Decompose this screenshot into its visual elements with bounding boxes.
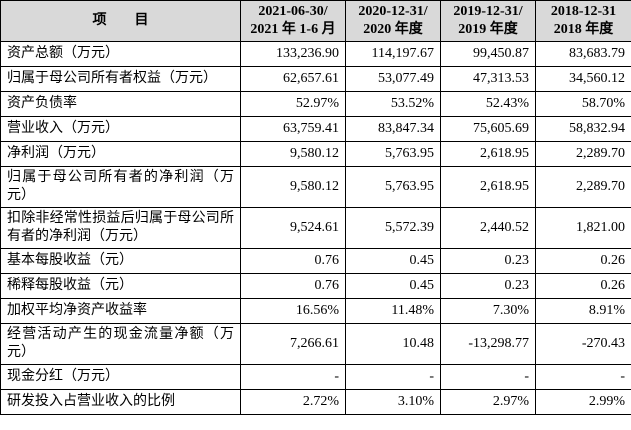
header-cell: 2020-12-31/ 2020 年度	[345, 0, 441, 42]
header-cell: 2018-12-31 2018 年度	[535, 0, 631, 42]
value-cell: 2,618.95	[440, 166, 536, 208]
row-label: 净利润（万元）	[0, 141, 241, 167]
table-row: 经营活动产生的现金流量净额（万元） 7,266.61 10.48 -13,298.77…	[0, 323, 631, 365]
value-cell: 2,440.52	[440, 207, 536, 249]
value-cell: 0.23	[440, 273, 536, 299]
header-row: 项 目 2021-06-30/ 2021 年 1-6 月 2020-12-31/ 2…	[0, 0, 631, 42]
value-cell: -	[345, 364, 441, 390]
value-cell: -	[440, 364, 536, 390]
table-row: 基本每股收益（元） 0.76 0.45 0.23 0.26	[0, 248, 631, 274]
value-cell: 2,289.70	[535, 141, 631, 167]
table-row: 营业收入（万元） 63,759.41 83,847.34 75,605.69 58,83…	[0, 116, 631, 142]
value-cell: 62,657.61	[240, 66, 346, 92]
value-cell: 2,289.70	[535, 166, 631, 208]
value-cell: 52.43%	[440, 91, 536, 117]
row-label: 现金分红（万元）	[0, 364, 241, 390]
value-cell: 83,847.34	[345, 116, 441, 142]
value-cell: 52.97%	[240, 91, 346, 117]
value-cell: -270.43	[535, 323, 631, 365]
table-row: 净利润（万元） 9,580.12 5,763.95 2,618.95 2,289.70	[0, 141, 631, 167]
value-cell: 0.76	[240, 273, 346, 299]
value-cell: 10.48	[345, 323, 441, 365]
row-label: 加权平均净资产收益率	[0, 298, 241, 324]
table-row: 资产负债率 52.97% 53.52% 52.43% 58.70%	[0, 91, 631, 117]
row-label: 稀释每股收益（元）	[0, 273, 241, 299]
value-cell: 2,618.95	[440, 141, 536, 167]
row-label: 资产总额（万元）	[0, 41, 241, 67]
value-cell: 75,605.69	[440, 116, 536, 142]
value-cell: 83,683.79	[535, 41, 631, 67]
row-label: 归属于母公司所有者权益（万元）	[0, 66, 241, 92]
value-cell: 5,572.39	[345, 207, 441, 249]
table-row: 资产总额（万元） 133,236.90 114,197.67 99,450.87 83,…	[0, 41, 631, 67]
value-cell: 9,524.61	[240, 207, 346, 249]
value-cell: 16.56%	[240, 298, 346, 324]
value-cell: 2.72%	[240, 389, 346, 415]
value-cell: -13,298.77	[440, 323, 536, 365]
value-cell: 0.23	[440, 248, 536, 274]
value-cell: 133,236.90	[240, 41, 346, 67]
table-row: 归属于母公司所有者的净利润（万元） 9,580.12 5,763.95 2,618.9…	[0, 166, 631, 208]
header-cell: 2021-06-30/ 2021 年 1-6 月	[240, 0, 346, 42]
value-cell: 47,313.53	[440, 66, 536, 92]
value-cell: 9,580.12	[240, 141, 346, 167]
value-cell: 7,266.61	[240, 323, 346, 365]
value-cell: 0.45	[345, 248, 441, 274]
header-cell: 项 目	[0, 0, 241, 42]
value-cell: 7.30%	[440, 298, 536, 324]
value-cell: -	[240, 364, 346, 390]
value-cell: 0.76	[240, 248, 346, 274]
row-label: 研发投入占营业收入的比例	[0, 389, 241, 415]
table-row: 现金分红（万元） - - - -	[0, 364, 631, 390]
value-cell: 34,560.12	[535, 66, 631, 92]
value-cell: 5,763.95	[345, 141, 441, 167]
table-row: 加权平均净资产收益率 16.56% 11.48% 7.30% 8.91%	[0, 298, 631, 324]
row-label: 经营活动产生的现金流量净额（万元）	[0, 323, 241, 365]
row-label: 营业收入（万元）	[0, 116, 241, 142]
table-row: 归属于母公司所有者权益（万元） 62,657.61 53,077.49 47,313.…	[0, 66, 631, 92]
row-label: 资产负债率	[0, 91, 241, 117]
value-cell: 58.70%	[535, 91, 631, 117]
value-cell: 53.52%	[345, 91, 441, 117]
value-cell: 8.91%	[535, 298, 631, 324]
row-label: 扣除非经常性损益后归属于母公司所有者的净利润（万元）	[0, 207, 241, 249]
value-cell: 11.48%	[345, 298, 441, 324]
value-cell: 9,580.12	[240, 166, 346, 208]
value-cell: 0.26	[535, 248, 631, 274]
value-cell: 3.10%	[345, 389, 441, 415]
value-cell: 5,763.95	[345, 166, 441, 208]
value-cell: 53,077.49	[345, 66, 441, 92]
table-row: 稀释每股收益（元） 0.76 0.45 0.23 0.26	[0, 273, 631, 299]
header-cell: 2019-12-31/ 2019 年度	[440, 0, 536, 42]
value-cell: 114,197.67	[345, 41, 441, 67]
row-label: 基本每股收益（元）	[0, 248, 241, 274]
table-row: 扣除非经常性损益后归属于母公司所有者的净利润（万元） 9,524.61 5,572.…	[0, 207, 631, 249]
value-cell: 1,821.00	[535, 207, 631, 249]
row-label: 归属于母公司所有者的净利润（万元）	[0, 166, 241, 208]
value-cell: 2.97%	[440, 389, 536, 415]
value-cell: 99,450.87	[440, 41, 536, 67]
value-cell: 58,832.94	[535, 116, 631, 142]
financial-table: 项 目 2021-06-30/ 2021 年 1-6 月 2020-12-31/ 2…	[0, 0, 631, 415]
value-cell: 0.26	[535, 273, 631, 299]
table-body: 资产总额（万元） 133,236.90 114,197.67 99,450.87 83,…	[0, 41, 631, 415]
value-cell: 0.45	[345, 273, 441, 299]
value-cell: -	[535, 364, 631, 390]
table-row: 研发投入占营业收入的比例 2.72% 3.10% 2.97% 2.99%	[0, 389, 631, 415]
value-cell: 63,759.41	[240, 116, 346, 142]
value-cell: 2.99%	[535, 389, 631, 415]
